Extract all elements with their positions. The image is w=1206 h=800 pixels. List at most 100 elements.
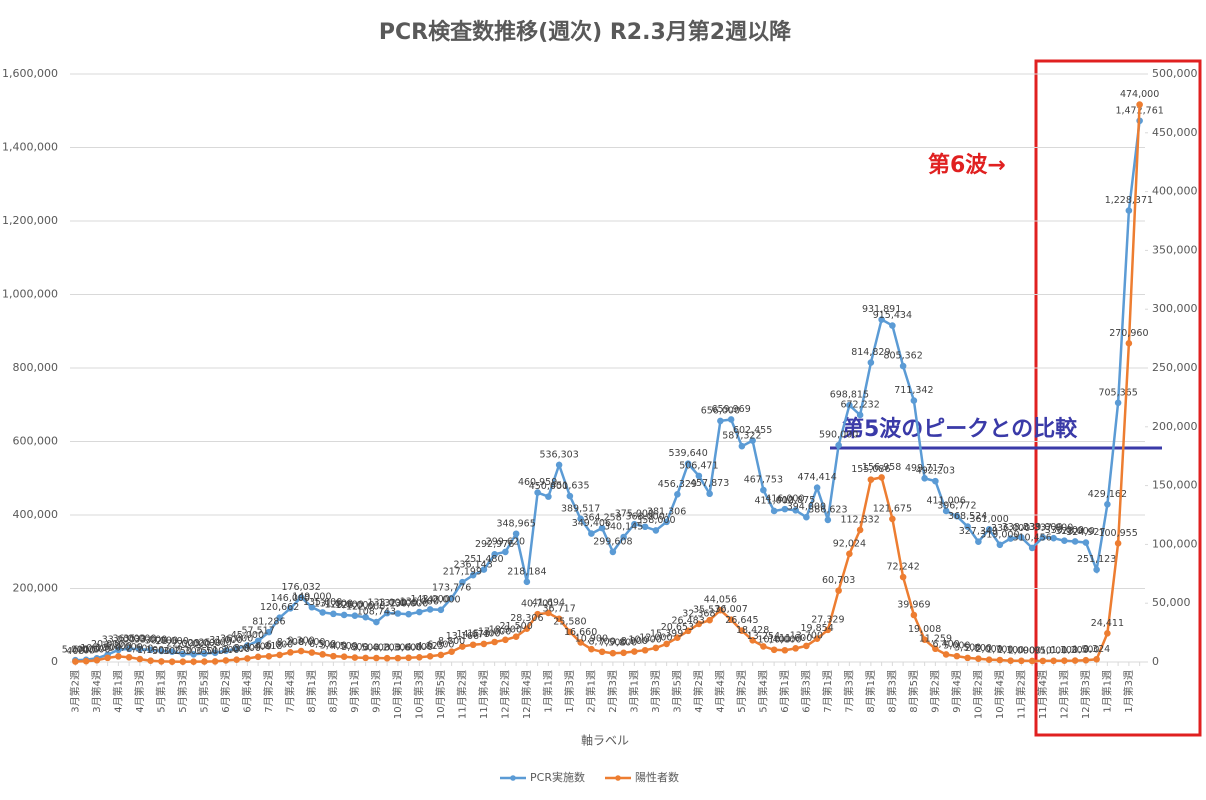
point <box>1136 101 1143 108</box>
point <box>1028 544 1036 552</box>
data-label: 506,471 <box>679 460 718 471</box>
point <box>609 548 617 556</box>
data-label: 711,342 <box>894 385 933 396</box>
data-label: 381,306 <box>647 506 686 517</box>
point <box>168 648 176 656</box>
data-label: 358,000 <box>636 515 675 526</box>
point <box>985 656 993 663</box>
x-tick-label: 8月第1週 <box>864 670 877 713</box>
point <box>738 627 746 634</box>
data-label: 19,854 <box>801 623 834 634</box>
y2-tick-label: 400,000 <box>1152 185 1198 198</box>
point <box>1028 657 1036 665</box>
point <box>706 490 713 498</box>
data-label: 324,927 <box>1066 527 1105 538</box>
y-tick-label: 1,200,000 <box>2 214 58 227</box>
data-label: 25,000 <box>199 637 232 648</box>
point <box>373 654 380 662</box>
data-label: 5,000 <box>62 645 89 656</box>
x-tick-label: 1月第3週 <box>1122 670 1135 713</box>
point <box>1093 655 1100 663</box>
point <box>93 656 101 664</box>
x-tick-label: 1月第1週 <box>541 670 554 713</box>
point <box>856 411 864 419</box>
point <box>867 359 875 366</box>
point <box>717 417 724 425</box>
point <box>878 316 885 323</box>
point <box>491 551 498 558</box>
data-label: 1,100 <box>997 645 1024 656</box>
data-label: 33,000 <box>134 634 167 645</box>
point <box>631 520 638 528</box>
point <box>308 603 316 611</box>
point <box>351 654 359 661</box>
data-label: 8,700 <box>589 636 616 647</box>
data-label: 500 <box>152 646 170 657</box>
data-label: 21,000 <box>177 639 210 650</box>
annotation-wave6: 第6波→ <box>928 152 1006 178</box>
data-label: 457,873 <box>690 478 729 489</box>
data-label: 217,199 <box>443 567 482 578</box>
point <box>1071 538 1079 545</box>
point <box>244 642 251 649</box>
point <box>792 645 799 652</box>
data-label: 349,406 <box>572 518 611 529</box>
data-label: 8,000 <box>298 637 325 648</box>
data-label: 13,700 <box>790 630 823 641</box>
y-tick-label: 1,600,000 <box>2 67 58 80</box>
x-tick-label: 4月第2週 <box>692 670 705 713</box>
y2-tick-label: 350,000 <box>1152 243 1198 256</box>
x-tick-label: 11月第2週 <box>455 670 468 719</box>
data-label: 1,000 <box>1008 645 1035 656</box>
data-label: 337,000 <box>1034 523 1073 534</box>
point <box>340 611 348 619</box>
data-label: 3,000 <box>234 643 261 654</box>
point <box>502 548 509 556</box>
data-label: 132,000 <box>378 598 417 609</box>
point <box>867 476 875 483</box>
data-label: 1,700 <box>986 645 1013 656</box>
data-label: 327,349 <box>959 526 998 537</box>
data-label: 251,123 <box>1077 554 1116 565</box>
x-tick-label: 11月第4週 <box>1036 670 1049 719</box>
data-label: 3,300 <box>384 643 411 654</box>
data-label: 4,818 <box>255 641 282 652</box>
data-label: 4,400 <box>245 641 272 652</box>
x-tick-label: 7月第4週 <box>283 670 296 713</box>
data-label: 340,145 <box>604 521 643 532</box>
x-tick-label: 9月第2週 <box>928 670 941 713</box>
data-label: 251,480 <box>464 554 503 565</box>
x-tick-label: 5月第4週 <box>756 670 769 713</box>
data-label: 13,254 <box>747 631 780 642</box>
x-tick-label: 1月第1週 <box>1100 670 1113 713</box>
point <box>555 461 563 469</box>
x-tick-label: 12月第4週 <box>520 670 533 719</box>
point <box>179 658 187 666</box>
x-tick-label: 10月第1週 <box>391 670 404 719</box>
point <box>953 512 961 520</box>
x-tick-label: 2月第3週 <box>606 670 619 713</box>
data-label: 474,414 <box>797 472 836 483</box>
point <box>383 654 391 662</box>
data-label: 36,007 <box>715 604 748 615</box>
point <box>684 627 692 635</box>
data-label: 368,000 <box>625 511 664 522</box>
data-label: 10,000 <box>629 635 662 646</box>
data-label: 11,600 <box>779 633 812 644</box>
point <box>835 587 842 594</box>
point <box>297 594 305 601</box>
data-label: 6,000 <box>427 639 454 650</box>
y-tick-label: 0 <box>51 655 58 668</box>
data-label: 100,955 <box>1098 528 1137 539</box>
point <box>265 628 273 636</box>
data-label: 6,400 <box>933 639 960 650</box>
series-line <box>75 120 1141 662</box>
point <box>405 654 412 662</box>
point <box>254 653 262 661</box>
data-label: 4,500 <box>331 641 358 652</box>
point <box>319 651 326 658</box>
x-tick-label: 3月第5週 <box>670 670 683 713</box>
y2-tick-label: 50,000 <box>1152 596 1191 609</box>
data-label: 20,653 <box>661 622 694 633</box>
point <box>792 506 799 514</box>
